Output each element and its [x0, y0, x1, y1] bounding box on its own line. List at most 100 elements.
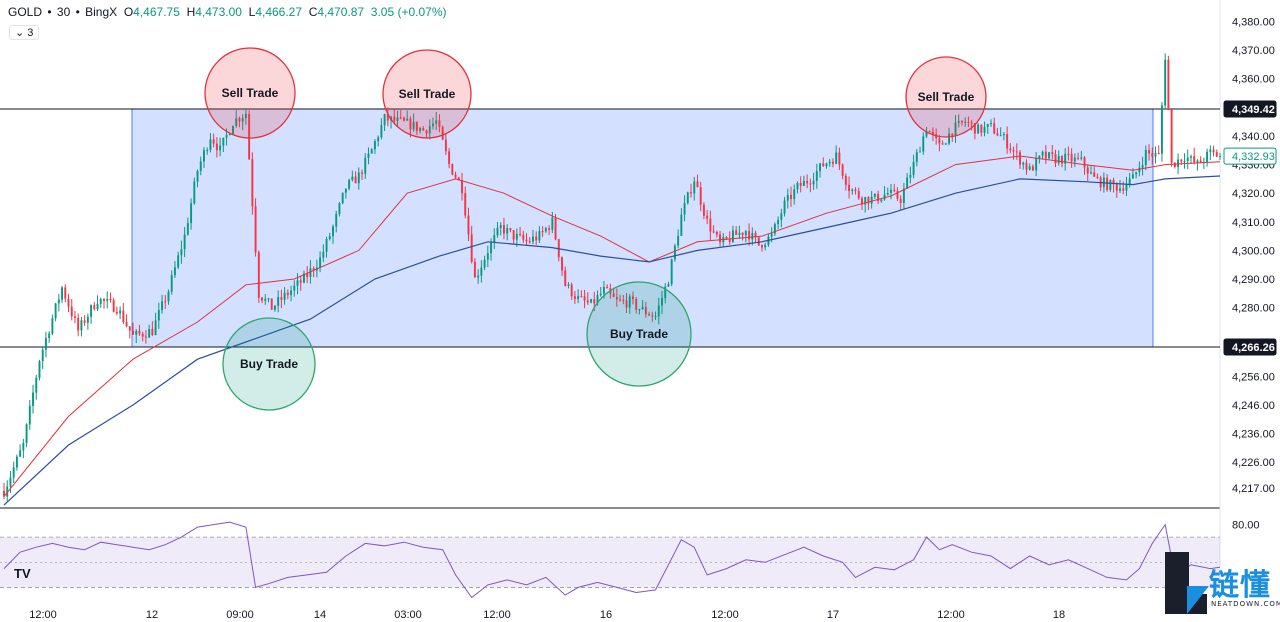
candle-body	[842, 164, 844, 175]
candle-body	[93, 305, 95, 309]
candle-body	[487, 253, 489, 259]
candle	[1206, 149, 1208, 167]
candle-body	[513, 230, 515, 239]
candle-body	[1219, 156, 1221, 157]
tradingview-logo[interactable]: TV	[14, 566, 31, 581]
candle-body	[177, 255, 179, 267]
interval[interactable]: 30	[57, 5, 70, 19]
candle-body	[174, 267, 176, 275]
candle-body	[16, 457, 18, 468]
candle-body	[1119, 188, 1121, 190]
candle-body	[1206, 152, 1208, 162]
candle-body	[280, 297, 282, 300]
candle-body	[1045, 152, 1047, 159]
candle-body	[77, 318, 79, 331]
candle-body	[600, 294, 602, 295]
exchange: BingX	[85, 5, 117, 19]
candle-body	[90, 305, 92, 317]
candle-body	[793, 189, 795, 199]
candle	[1155, 147, 1157, 164]
candle-body	[464, 193, 466, 215]
candle	[1219, 153, 1221, 160]
candle-body	[684, 203, 686, 215]
annotation-label: Sell Trade	[918, 90, 975, 104]
candle	[29, 400, 31, 430]
candle-body	[13, 467, 15, 477]
candle-body	[726, 237, 728, 239]
candle-body	[1106, 178, 1108, 190]
price-axis[interactable]: 4,380.004,370.004,360.004,340.004,330.00…	[1224, 16, 1276, 531]
candle-body	[55, 303, 57, 318]
candle-body	[590, 299, 592, 302]
candle-body	[297, 280, 299, 285]
candle-body	[803, 181, 805, 186]
candle-body	[164, 301, 166, 302]
candle-body	[1161, 105, 1163, 153]
candle-body	[838, 153, 840, 165]
candle-body	[180, 249, 182, 255]
sell-trade-annotation: Sell Trade	[383, 50, 471, 138]
candle-body	[593, 299, 595, 303]
indicators-toggle[interactable]: ⌄ 3	[9, 25, 39, 40]
candle-body	[919, 152, 921, 153]
price-tick-label: 4,300.00	[1232, 245, 1275, 257]
candle-body	[329, 236, 331, 239]
candle-body	[1006, 134, 1008, 148]
candle-body	[345, 189, 347, 193]
candle-body	[1087, 167, 1089, 173]
candle-body	[251, 159, 253, 206]
price-tick-label: 4,280.00	[1232, 303, 1275, 315]
candle-body	[680, 215, 682, 236]
candle-body	[1193, 156, 1195, 162]
neatdown-watermark: 链懂 NEATDOWN.COM	[1165, 552, 1280, 622]
candle	[251, 152, 253, 214]
candle-body	[1038, 156, 1040, 159]
candle-body	[35, 378, 37, 393]
candle-body	[1048, 152, 1050, 158]
symbol[interactable]: GOLD	[8, 5, 42, 19]
candle-body	[119, 311, 121, 314]
candle	[1174, 162, 1176, 168]
candle	[1213, 146, 1215, 157]
candle-body	[1216, 152, 1218, 157]
high-value: 4,473.00	[195, 5, 242, 19]
candle	[1196, 159, 1198, 170]
time-tick-label: 17	[827, 609, 839, 621]
candle-body	[203, 150, 205, 161]
candle-body	[374, 141, 376, 149]
annotation-label: Buy Trade	[610, 327, 668, 341]
candle-body	[1171, 110, 1173, 163]
candle-body	[216, 144, 218, 151]
candle-body	[713, 231, 715, 232]
candle-body	[806, 181, 808, 183]
candle-body	[996, 134, 998, 136]
candle-body	[890, 190, 892, 193]
indicators-count: 3	[27, 27, 33, 39]
candle-body	[735, 230, 737, 234]
candle-body	[913, 162, 915, 175]
time-axis[interactable]: 12:00 12 09:00 14 03:00 12:00 16 12:00 17 12:00 18	[29, 609, 1065, 621]
candle-body	[493, 235, 495, 242]
candle-body	[777, 220, 779, 224]
candle-body	[106, 299, 108, 301]
candle-body	[113, 300, 115, 312]
candle-body	[535, 237, 537, 241]
candle-body	[674, 246, 676, 260]
candle-body	[158, 310, 160, 320]
candle-body	[190, 203, 192, 223]
candle-body	[1109, 180, 1111, 190]
candle-body	[474, 262, 476, 278]
candle	[55, 303, 57, 321]
candle-body	[335, 214, 337, 227]
candle-body	[1164, 60, 1166, 106]
price-tick-label: 4,310.00	[1232, 217, 1275, 229]
candle-body	[526, 240, 528, 242]
candle-body	[1155, 153, 1157, 157]
candle-body	[1035, 158, 1037, 170]
candle-body	[738, 233, 740, 235]
candle-body	[1080, 157, 1082, 158]
candle-body	[1158, 153, 1160, 154]
candle-body	[484, 260, 486, 268]
candle-body	[84, 320, 86, 323]
